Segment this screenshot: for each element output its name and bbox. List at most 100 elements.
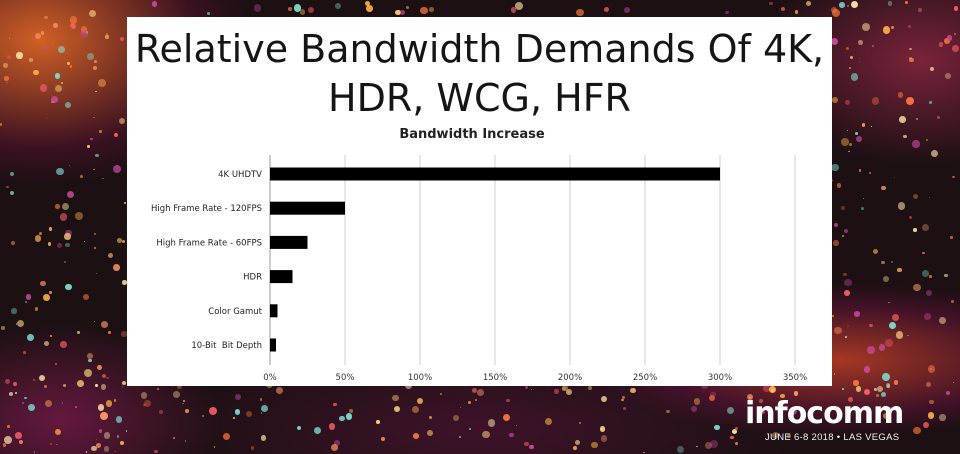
bokeh-dot: [561, 384, 568, 391]
bokeh-dot: [61, 82, 64, 84]
bokeh-dot: [115, 416, 123, 423]
bokeh-dot: [182, 402, 184, 405]
bokeh-dot: [43, 293, 51, 302]
bokeh-dot: [54, 363, 57, 366]
bokeh-dot: [477, 388, 484, 396]
bokeh-dot: [66, 190, 75, 199]
bokeh-dot: [416, 397, 423, 404]
bokeh-dot: [51, 44, 54, 46]
bokeh-dot: [55, 167, 64, 176]
bokeh-dot: [922, 224, 930, 232]
bokeh-dot: [10, 240, 16, 245]
bokeh-dot: [840, 138, 849, 146]
bokeh-dot: [946, 35, 953, 41]
bokeh-dot: [59, 213, 67, 221]
bokeh-dot: [84, 369, 93, 378]
bokeh-dot: [876, 393, 880, 397]
bokeh-dot: [794, 10, 799, 14]
bokeh-dot: [97, 404, 104, 411]
bokeh-dot: [482, 430, 490, 439]
bokeh-dot: [27, 404, 35, 412]
bokeh-dot: [458, 435, 462, 439]
bokeh-dot: [4, 378, 11, 385]
bokeh-dot: [908, 56, 912, 60]
bokeh-dot: [95, 442, 101, 448]
bokeh-dot: [120, 440, 125, 445]
bokeh-dot: [574, 439, 580, 445]
bokeh-dot: [780, 6, 786, 12]
bokeh-dot: [565, 389, 573, 396]
bokeh-dot: [847, 5, 849, 7]
bokeh-dot: [63, 260, 66, 263]
bokeh-dot: [32, 378, 36, 382]
infocomm-logo: infocomm JUNE 6-8 2018 • LAS VEGAS: [745, 398, 945, 444]
category-label: High Frame Rate - 120FPS: [151, 204, 262, 214]
bokeh-dot: [623, 407, 627, 411]
x-tick-label: 350%: [783, 373, 807, 383]
bokeh-dot: [113, 264, 120, 271]
bokeh-dot: [52, 23, 58, 29]
bokeh-dot: [366, 5, 373, 12]
bokeh-dot: [831, 9, 840, 18]
bokeh-dot: [576, 8, 584, 16]
bokeh-dot: [843, 272, 847, 276]
bokeh-dot: [714, 424, 720, 431]
category-label: High Frame Rate - 60FPS: [156, 238, 262, 248]
bokeh-dot: [579, 422, 582, 425]
bokeh-dot: [69, 165, 71, 167]
bokeh-dot: [15, 432, 22, 439]
bokeh-dot: [113, 132, 119, 138]
bokeh-dot: [156, 388, 159, 391]
bokeh-dot: [206, 12, 210, 16]
bokeh-dot: [928, 196, 930, 198]
bokeh-dot: [48, 227, 53, 231]
bokeh-dot: [913, 283, 921, 291]
bokeh-dot: [440, 393, 442, 395]
bokeh-dot: [864, 366, 871, 373]
bokeh-dot: [696, 445, 698, 448]
bar: [270, 167, 720, 181]
bokeh-dot: [897, 267, 902, 273]
bokeh-dot: [762, 384, 771, 392]
bokeh-dot: [33, 451, 36, 453]
bokeh-dot: [39, 280, 46, 287]
bokeh-dot: [6, 54, 11, 60]
bokeh-dot: [172, 391, 180, 399]
bokeh-dot: [43, 340, 50, 347]
bokeh-dot: [881, 260, 885, 265]
bokeh-dot: [288, 7, 292, 12]
category-label: Color Gamut: [208, 307, 262, 317]
bokeh-dot: [65, 102, 72, 109]
bokeh-dot: [921, 251, 925, 255]
bokeh-dot: [119, 118, 126, 125]
bokeh-dot: [376, 420, 380, 424]
chart-tick-labels: 0% 50% 100% 150% 200% 250% 300% 350%: [263, 373, 807, 383]
bokeh-dot: [4, 76, 9, 81]
bokeh-dot: [55, 84, 63, 92]
bokeh-dot: [925, 290, 932, 297]
bokeh-dot: [94, 153, 99, 158]
bokeh-dot: [918, 8, 922, 12]
bokeh-dot: [735, 427, 738, 430]
bokeh-dot: [912, 194, 918, 200]
bokeh-dot: [4, 435, 13, 444]
bokeh-dot: [45, 400, 53, 408]
bokeh-dot: [704, 441, 712, 449]
bokeh-dot: [844, 229, 849, 234]
bar-chart: Bandwidth Increase 4K UHDTV High Frame Ra…: [151, 127, 807, 383]
bokeh-dot: [395, 10, 401, 16]
bokeh-dot: [789, 407, 798, 416]
bokeh-dot: [870, 125, 872, 127]
bokeh-dot: [523, 441, 529, 447]
bokeh-dot: [143, 399, 152, 408]
bokeh-dot: [889, 407, 893, 411]
bokeh-dot: [16, 52, 23, 59]
bokeh-dot: [80, 29, 89, 38]
bokeh-dot: [6, 425, 10, 428]
bokeh-dot: [106, 376, 109, 379]
category-label: 4K UHDTV: [218, 170, 262, 180]
bokeh-dot: [113, 165, 122, 174]
bokeh-dot: [893, 380, 899, 385]
bokeh-dot: [892, 313, 900, 321]
bokeh-dot: [897, 202, 906, 210]
